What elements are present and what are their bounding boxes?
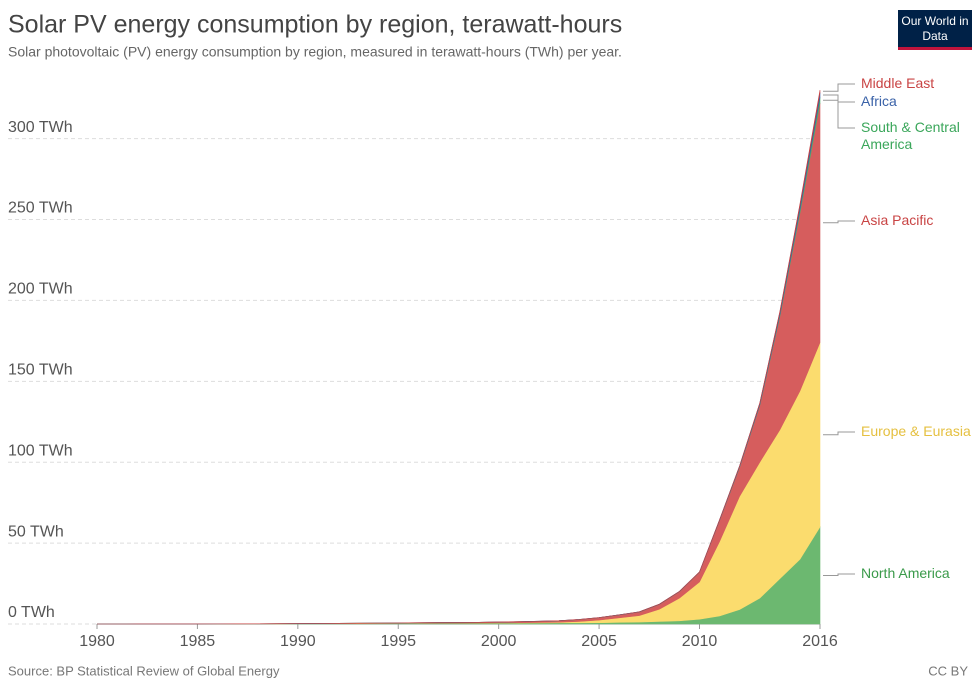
source: Source: BP Statistical Review of Global …	[8, 663, 280, 678]
x-tick-label: 2016	[802, 633, 838, 650]
chart-title: Solar PV energy consumption by region, t…	[8, 11, 622, 39]
leader-line	[823, 220, 855, 224]
y-tick-label: 100 TWh	[8, 442, 73, 459]
leader-line	[823, 431, 855, 436]
legend-label: South & Central America	[861, 119, 960, 152]
leader-line	[823, 99, 855, 129]
x-tick-label: 2010	[682, 633, 718, 650]
x-tick-label: 1995	[380, 633, 416, 650]
y-tick-label: 250 TWh	[8, 200, 73, 217]
y-tick-label: 300 TWh	[8, 119, 73, 136]
leader-line	[823, 83, 855, 92]
x-tick-label: 2005	[581, 633, 617, 650]
y-tick-label: 200 TWh	[8, 281, 73, 298]
area	[97, 102, 821, 625]
leader-line	[823, 94, 855, 103]
y-tick-label: 50 TWh	[8, 523, 64, 540]
legend-label: Middle East	[861, 75, 935, 91]
logo: Our World in Data	[898, 10, 972, 50]
y-tick-label: 150 TWh	[8, 362, 73, 379]
legend-label: Africa	[861, 93, 897, 109]
x-tick-label: 1985	[180, 633, 216, 650]
y-tick-label: 0 TWh	[8, 604, 55, 621]
legend-label: North America	[861, 565, 950, 581]
legend-label: Europe & Eurasia	[861, 423, 971, 439]
x-tick-label: 2000	[481, 633, 517, 650]
leader-line	[823, 573, 855, 576]
license: CC BY	[928, 663, 968, 678]
area	[97, 90, 821, 625]
chart-subtitle: Solar photovoltaic (PV) energy consumpti…	[8, 44, 622, 60]
x-tick-label: 1990	[280, 633, 316, 650]
legend-label: Asia Pacific	[861, 212, 934, 228]
area	[97, 342, 821, 625]
x-tick-label: 1980	[79, 633, 115, 650]
